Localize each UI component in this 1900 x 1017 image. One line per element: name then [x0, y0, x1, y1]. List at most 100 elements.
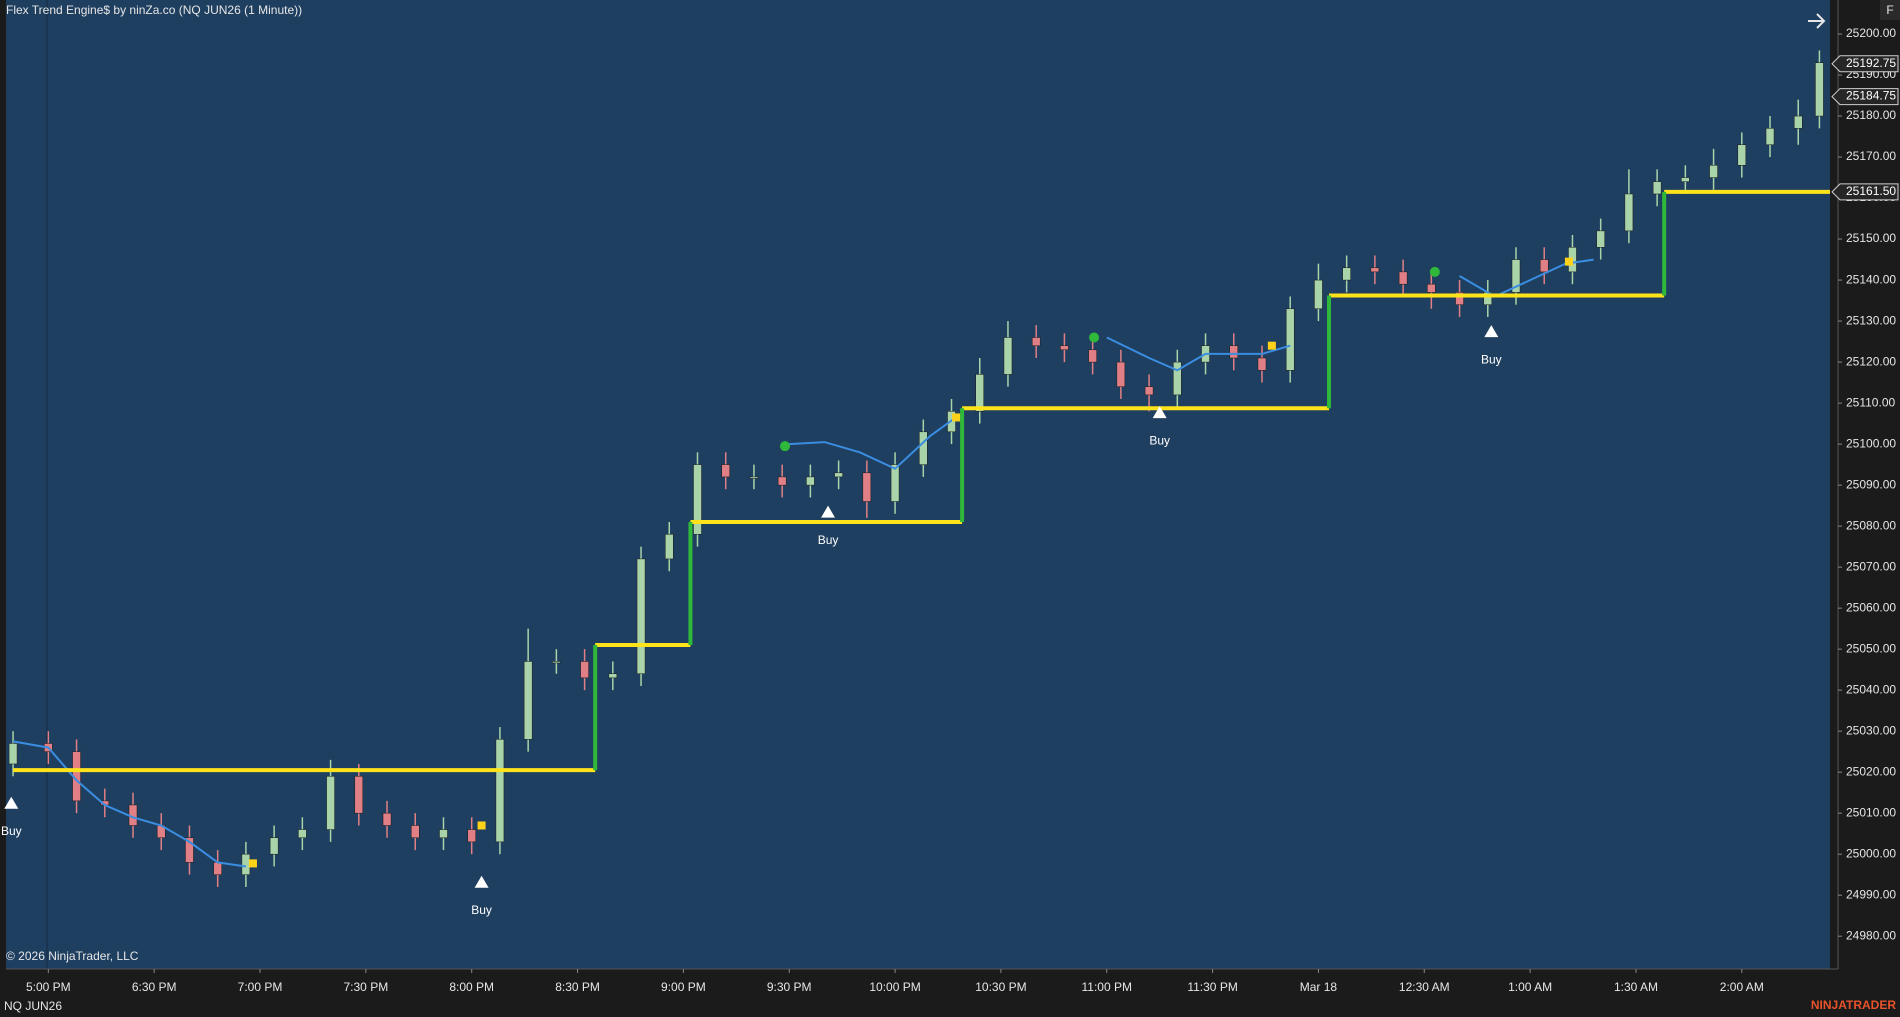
price-tag: [1831, 88, 1899, 106]
y-tick-label: 24990.00: [1846, 887, 1896, 901]
candle-body: [1596, 230, 1605, 248]
x-tick-label: 10:30 PM: [975, 980, 1026, 994]
candle-body: [326, 776, 335, 830]
candle-body: [580, 661, 589, 679]
candle-body: [1060, 345, 1069, 351]
ma-line: [12, 258, 1594, 868]
y-tick-label: 25130.00: [1846, 313, 1896, 327]
candle-body: [1511, 259, 1521, 293]
buy-label: Buy: [818, 533, 839, 547]
candle-body: [693, 464, 702, 535]
y-tick-label: 25150.00: [1846, 231, 1896, 245]
copyright: © 2026 NinjaTrader, LLC: [6, 949, 139, 963]
candle-body: [8, 743, 18, 765]
candle-body: [1003, 337, 1013, 375]
candle-body: [354, 776, 364, 814]
y-tick-label: 25060.00: [1846, 600, 1896, 614]
candle-body: [1116, 361, 1126, 387]
price-tag: [1831, 183, 1899, 201]
candle-body: [1370, 267, 1380, 273]
x-tick-label: 7:00 PM: [238, 980, 283, 994]
trend-dot: [1089, 332, 1100, 343]
price-tag-label: 25161.50: [1846, 184, 1896, 198]
candle-body: [1765, 128, 1775, 146]
y-tick-label: 25110.00: [1846, 395, 1895, 409]
panel-button-label[interactable]: F: [1886, 3, 1893, 17]
candle-body: [1539, 259, 1549, 273]
x-tick-label: 1:00 AM: [1508, 980, 1552, 994]
candle-body: [1229, 345, 1239, 359]
buy-arrow: [1152, 406, 1167, 419]
x-tick-label: 6:30 PM: [132, 980, 177, 994]
plot-area: [6, 0, 1830, 969]
candle-body: [806, 476, 815, 486]
candle-body: [1709, 165, 1718, 178]
y-tick-label: 25090.00: [1846, 477, 1896, 491]
y-tick-label: 25040.00: [1846, 682, 1896, 696]
candle-body: [382, 812, 392, 826]
candle-body: [552, 661, 561, 664]
candle-body: [495, 739, 505, 843]
candle-body: [777, 476, 787, 486]
x-tick-label: Mar 18: [1300, 980, 1338, 994]
candle-body: [608, 673, 618, 679]
x-tick-label: 2:00 AM: [1720, 980, 1764, 994]
brand-logo: NINJATRADER: [1811, 998, 1896, 1012]
candle-body: [749, 476, 759, 479]
price-tag: [1831, 55, 1899, 73]
panel-button[interactable]: [1880, 0, 1900, 20]
plot-layer: [8, 50, 1830, 887]
buy-arrow: [474, 875, 489, 888]
candle-body: [467, 829, 476, 843]
y-tick-label: 24980.00: [1846, 928, 1896, 942]
candle-body: [1815, 62, 1824, 117]
candle-body: [721, 464, 730, 478]
y-tick-label: 25050.00: [1846, 641, 1896, 655]
x-tick-label: 11:00 PM: [1082, 980, 1132, 994]
y-tick-label: 25200.00: [1846, 26, 1896, 40]
x-tick-label: 5:00 PM: [26, 980, 71, 994]
scroll-arrow[interactable]: [1808, 13, 1826, 29]
candle-body: [298, 829, 307, 839]
x-tick-label: 1:30 AM: [1614, 980, 1658, 994]
candle-body: [890, 464, 900, 502]
x-tick-label: 8:30 PM: [555, 980, 600, 994]
candle-body: [1681, 177, 1690, 182]
candle-body: [523, 661, 533, 740]
candle-body: [665, 534, 674, 560]
instrument-tab[interactable]: NQ JUN26: [4, 999, 62, 1013]
x-tick-label: 7:30 PM: [344, 980, 389, 994]
candle-body: [919, 431, 928, 465]
candle-body: [975, 374, 984, 412]
trend-square: [477, 821, 486, 830]
buy-arrow: [1484, 325, 1499, 338]
x-tick-label: 11:30 PM: [1187, 980, 1237, 994]
y-tick-label: 25010.00: [1846, 805, 1896, 819]
y-tick-label: 25070.00: [1846, 559, 1896, 573]
trend-square: [1564, 257, 1573, 266]
trend-dot: [779, 441, 790, 452]
candle-body: [1427, 283, 1436, 293]
candle-body: [1144, 386, 1154, 396]
candle-body: [1652, 181, 1662, 195]
trend-dot: [1429, 266, 1440, 277]
candle-body: [1314, 279, 1323, 310]
candle-body: [1088, 349, 1097, 363]
candle-body: [1285, 308, 1295, 371]
candle-body: [834, 472, 843, 478]
candle-body: [439, 829, 448, 839]
buy-label: Buy: [471, 903, 492, 917]
trend-square: [952, 413, 961, 422]
y-tick-label: 25120.00: [1846, 354, 1896, 368]
y-tick-label: 25030.00: [1846, 723, 1896, 737]
price-tag-label: 25192.75: [1846, 56, 1896, 70]
y-tick-label: 25100.00: [1846, 436, 1896, 450]
y-tick-label: 25020.00: [1846, 764, 1896, 778]
trend-square: [1267, 341, 1276, 350]
y-tick-label: 25080.00: [1846, 518, 1896, 532]
candle-body: [1173, 361, 1182, 396]
y-tick-label: 25000.00: [1846, 846, 1896, 860]
candle-body: [269, 837, 279, 855]
